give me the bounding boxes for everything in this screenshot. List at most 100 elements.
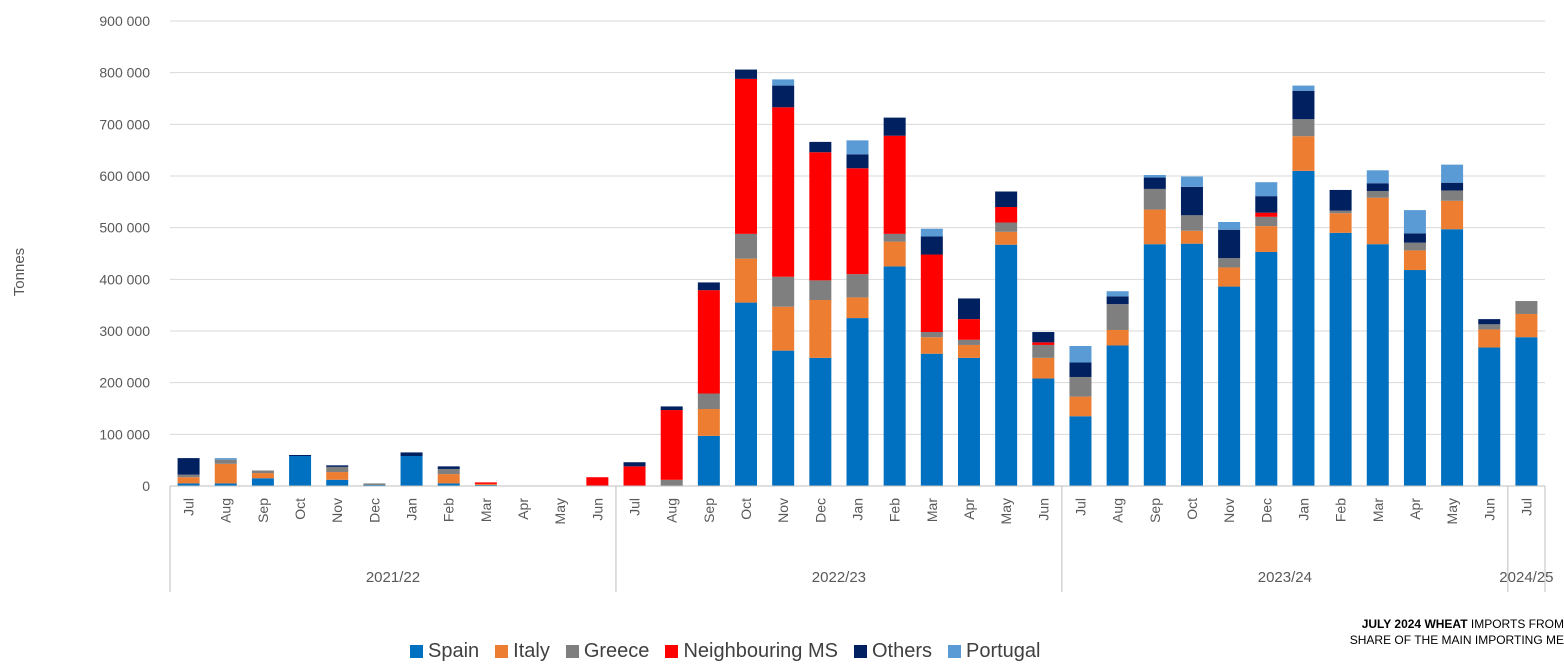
bar-segment-others	[697, 282, 720, 291]
legend-label: Others	[871, 640, 932, 662]
bar-segment-greece	[1403, 242, 1426, 251]
bar-segment-greece	[1032, 344, 1055, 358]
bar-segment-others	[1143, 177, 1166, 189]
bar-segment-italy	[437, 474, 460, 484]
bar-segment-italy	[1069, 396, 1092, 417]
x-tick-label: Jun	[1481, 498, 1497, 521]
x-tick-label: Nov	[329, 498, 345, 523]
bar-segment-neighbouring-ms	[995, 207, 1018, 223]
x-tick-label: Jul	[1518, 498, 1534, 516]
bar-segment-italy	[1143, 209, 1166, 245]
bar-segment-italy	[697, 409, 720, 436]
bar-segment-spain	[772, 350, 795, 486]
bar-segment-italy	[846, 297, 869, 319]
bar-segment-others	[809, 141, 832, 153]
stacked-bar-chart: 0 100 000 200 000 300 000 400 000 500 000 600 …	[11, 13, 1554, 592]
bar-segment-spain	[1292, 170, 1315, 487]
bar-segment-portugal	[1255, 182, 1278, 197]
bar-segment-greece	[1441, 190, 1464, 201]
bar-segment-greece	[920, 332, 943, 338]
bar-segment-spain	[1515, 337, 1538, 486]
bar-segment-spain	[957, 357, 980, 486]
bar-segment-others	[326, 465, 349, 467]
bar-segment-italy	[809, 300, 832, 358]
bar-segment-italy	[214, 463, 237, 484]
bar-segment-others	[883, 117, 906, 136]
bar-segment-spain	[995, 244, 1018, 486]
bar-segment-spain	[289, 456, 312, 486]
x-tick-label: Jul	[627, 498, 643, 516]
bar-segment-italy	[735, 258, 758, 303]
bar-segment-portugal	[772, 79, 795, 86]
bar-segment-spain	[326, 479, 349, 486]
x-tick-label: Jun	[1035, 498, 1051, 521]
y-tick-label: 0	[142, 478, 150, 494]
bar-segment-italy	[1255, 226, 1278, 252]
bar-segment-neighbouring-ms	[474, 482, 497, 484]
bar-segment-portugal	[214, 458, 237, 460]
x-tick-label: Jan	[404, 498, 420, 521]
bar-segment-spain	[920, 353, 943, 486]
x-tick-label: Sep	[701, 498, 717, 523]
bar-segment-italy	[772, 306, 795, 351]
bar-segment-spain	[1143, 244, 1166, 486]
bar-segment-italy	[883, 241, 906, 267]
bar-segment-spain	[735, 302, 758, 486]
group-label: 2021/22	[366, 569, 420, 586]
bar-segment-italy	[474, 483, 497, 485]
legend-item-italy: Italy	[495, 640, 550, 663]
bar-segment-greece	[437, 468, 460, 475]
bar-segment-portugal	[1292, 85, 1315, 91]
legend-label: Spain	[428, 640, 480, 662]
bar-segment-others	[177, 458, 200, 475]
bar-segment-greece	[809, 280, 832, 300]
x-tick-label: Aug	[664, 498, 680, 523]
bar-segment-spain	[1106, 345, 1129, 486]
bar-segment-others	[1292, 90, 1315, 120]
bar-segment-spain	[251, 478, 274, 486]
group-label: 2023/24	[1258, 569, 1312, 586]
bar-segment-greece	[660, 479, 683, 486]
bar-segment-spain	[214, 483, 237, 486]
bar-segment-spain	[1255, 251, 1278, 486]
y-axis-label: Tonnes	[11, 248, 28, 296]
x-tick-label: Aug	[1110, 498, 1126, 523]
x-tick-label: Oct	[292, 498, 308, 520]
legend-swatch	[665, 645, 679, 658]
x-tick-label: Aug	[218, 498, 234, 523]
bar-segment-neighbouring-ms	[846, 168, 869, 275]
bar-segment-greece	[1478, 324, 1501, 330]
x-tick-label: Apr	[515, 498, 531, 520]
bar-segment-others	[1218, 229, 1241, 259]
bar-segment-spain	[1032, 378, 1055, 486]
legend-item-neighbouring-ms: Neighbouring MS	[665, 640, 838, 663]
x-tick-label: Feb	[441, 498, 457, 522]
x-tick-label: Mar	[924, 498, 940, 522]
bar-segment-others	[437, 466, 460, 469]
bar-segment-spain	[1218, 286, 1241, 486]
x-tick-label: Nov	[775, 498, 791, 523]
bar-segment-neighbouring-ms	[623, 466, 646, 486]
bar-segment-portugal	[1218, 221, 1241, 230]
bar-segment-portugal	[1403, 210, 1426, 234]
bar-segment-others	[660, 406, 683, 411]
bar-segment-others	[400, 452, 423, 457]
bar-segment-portugal	[846, 140, 869, 155]
x-tick-label: May	[552, 498, 568, 524]
bar-segment-greece	[697, 393, 720, 410]
bar-segment-italy	[995, 231, 1018, 245]
caption-rest: IMPORTS FROM	[1467, 617, 1564, 631]
bar-segment-others	[1255, 196, 1278, 213]
bar-segment-others	[1403, 233, 1426, 243]
y-tick-label: 700 000	[99, 116, 150, 132]
bar-segment-greece	[1143, 188, 1166, 210]
bar-segment-greece	[735, 233, 758, 259]
x-tick-label: Apr	[1407, 498, 1423, 520]
bar-segment-italy	[1218, 267, 1241, 287]
bar-segment-neighbouring-ms	[809, 152, 832, 281]
bar-segment-italy	[1515, 313, 1538, 338]
x-tick-label: Jun	[589, 498, 605, 521]
bar-segment-greece	[177, 474, 200, 478]
x-tick-label: Jan	[1295, 498, 1311, 521]
bar-segment-greece	[1069, 376, 1092, 397]
